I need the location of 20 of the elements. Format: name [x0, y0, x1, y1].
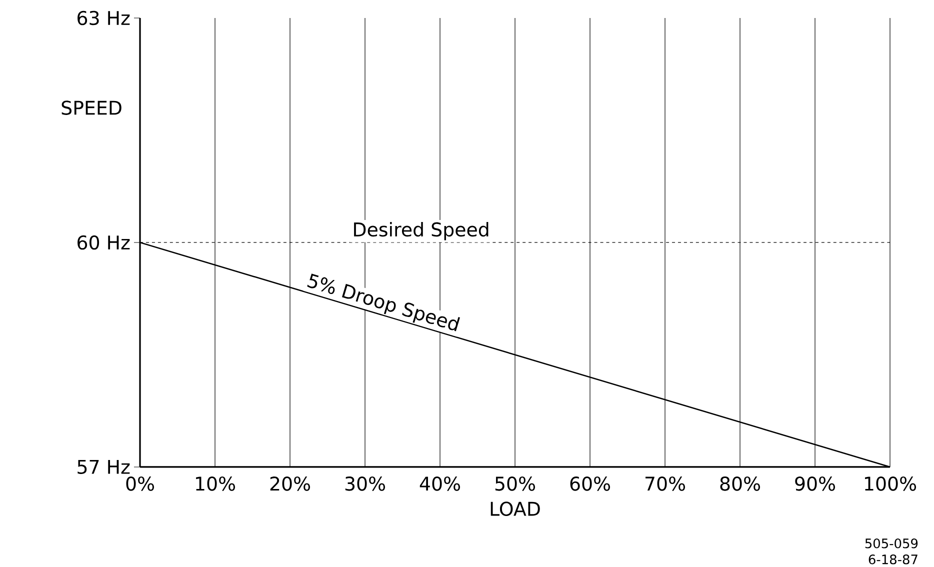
x-tick-label: 20% [270, 476, 310, 491]
x-tick-label: 50% [495, 476, 535, 491]
x-tick-label: 10% [196, 476, 235, 491]
x-tick-label: 40% [420, 476, 460, 491]
x-tick-label: 0% [126, 476, 154, 491]
x-tick-label: 30% [345, 476, 385, 491]
y-tick-label: 63 Hz [78, 10, 130, 26]
y-tick-label: 57 Hz [78, 460, 130, 474]
x-tick-label: 100% [865, 476, 916, 491]
x-tick-label: 60% [570, 476, 610, 491]
text: 6-18-87 [868, 554, 918, 564]
text: 5% Droop Speed [307, 274, 460, 332]
text: 505-059 [865, 538, 918, 548]
y-tick-label: 60 Hz [78, 235, 130, 250]
x-tick-label: 90% [795, 476, 835, 491]
x-tick-label: 80% [720, 476, 760, 491]
ref-line-label: Desired Speed [354, 222, 488, 240]
y-axis-title: SPEED [62, 100, 122, 115]
x-axis-title: LOAD [490, 502, 540, 516]
x-tick-label: 70% [646, 476, 685, 491]
